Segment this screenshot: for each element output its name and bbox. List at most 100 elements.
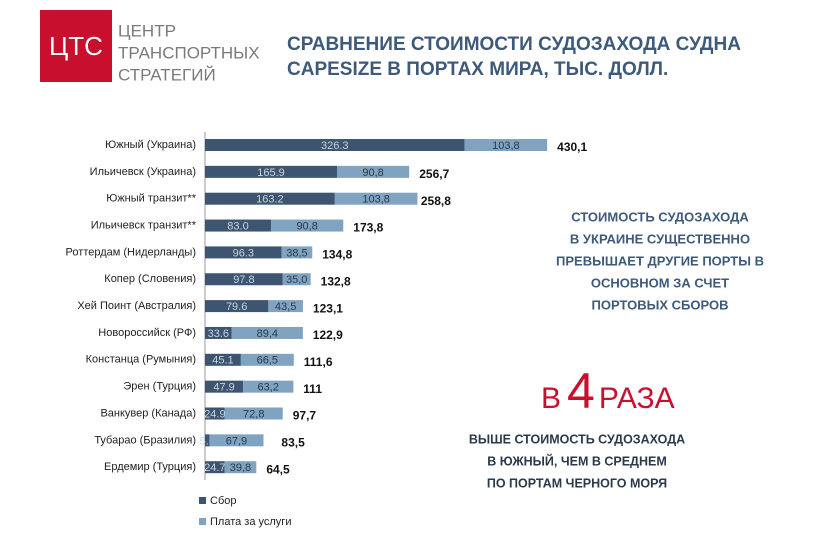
value-label: 24.7 <box>204 462 225 474</box>
total-label: 111,6 <box>304 355 333 369</box>
total-label: 64,5 <box>266 462 290 476</box>
value-label: 39,8 <box>230 462 251 474</box>
total-label: 173,8 <box>353 221 383 235</box>
category-label: Эрен (Турция) <box>123 381 196 393</box>
bar-segment <box>205 326 232 339</box>
value-label: 47.9 <box>213 382 234 394</box>
highlight: В 4 РАЗА <box>541 363 675 419</box>
value-label: 165.9 <box>257 167 285 179</box>
highlight-number: 4 <box>567 363 595 419</box>
bar-segment <box>240 353 294 366</box>
bar-segment <box>231 326 303 339</box>
value-label: 35,0 <box>286 274 307 286</box>
bar-segment <box>205 380 244 393</box>
value-label: 83.0 <box>227 220 248 232</box>
bar-segment <box>209 434 264 447</box>
category-label: Новороссийск (РФ) <box>98 327 196 339</box>
bar-segment <box>205 407 225 420</box>
logo-text: ЦЕНТР <box>118 21 176 40</box>
total-label: 122,9 <box>313 328 343 342</box>
category-label: Ердемир (Турция) <box>104 461 196 473</box>
value-label: 96.3 <box>233 247 254 259</box>
bar-segment <box>205 353 241 366</box>
bar-segment <box>205 246 282 259</box>
total-label: 430,1 <box>557 140 587 154</box>
bar-segment <box>268 300 303 313</box>
bar-segment <box>282 273 311 286</box>
value-label: 79.6 <box>226 301 247 313</box>
value-label: 43,5 <box>275 301 296 313</box>
bar-segment <box>205 461 225 474</box>
value-label: 89,4 <box>257 328 278 340</box>
value-label: 33.6 <box>208 328 229 340</box>
category-label: Южный (Украина) <box>105 139 196 151</box>
bar-segment <box>205 165 337 178</box>
chart-title: CAPESIZE В ПОРТАХ МИРА, ТЫС. ДОЛЛ. <box>287 59 668 80</box>
total-label: 97,7 <box>293 409 317 423</box>
total-label: 134,8 <box>322 248 352 262</box>
total-label: 258,8 <box>421 194 451 208</box>
bar-segment <box>243 380 294 393</box>
bar-segment <box>334 192 418 205</box>
total-label: 256,7 <box>419 167 449 181</box>
category-label: Ильичевск транзит** <box>91 219 197 231</box>
highlight-text: ВЫШЕ СТОИМОСТЬ СУДОЗАХОДА <box>469 432 685 446</box>
note: ОСНОВНОМ ЗА СЧЕТ <box>591 275 729 290</box>
bar-segment <box>224 407 283 420</box>
legend-label: Плата за услуги <box>210 516 291 528</box>
logo-mark: ЦТС <box>49 31 103 61</box>
total-label: 111 <box>303 382 322 396</box>
value-label: 90,8 <box>362 167 383 179</box>
category-label: Южный транзит** <box>106 193 197 205</box>
highlight-text: ПО ПОРТАМ ЧЕРНОГО МОРЯ <box>487 476 667 490</box>
bar-segment <box>205 434 210 447</box>
value-label: 72,8 <box>243 408 264 420</box>
highlight-text: В ЮЖНЫЙ, ЧЕМ В СРЕДНЕМ <box>487 453 666 468</box>
bar-segment <box>336 165 410 178</box>
total-label: 83,5 <box>281 436 305 450</box>
legend-swatch <box>199 518 206 525</box>
bar-segment <box>464 139 548 151</box>
logo-text: ТРАНСПОРТНЫХ <box>118 43 260 62</box>
bar-segment <box>224 461 257 474</box>
value-label: 63,2 <box>258 382 279 394</box>
value-label: 38,5 <box>286 247 307 259</box>
bar-segment <box>281 246 313 259</box>
category-label: Роттердам (Нидерланды) <box>66 246 196 258</box>
total-label: 123,1 <box>313 301 343 315</box>
chart-title: СРАВНЕНИЕ СТОИМОСТИ СУДОЗАХОДА СУДНА <box>287 34 741 55</box>
value-label: 90,8 <box>296 220 317 232</box>
logo-box <box>40 10 112 82</box>
bar-segment <box>205 273 283 286</box>
value-label: 97.8 <box>233 274 254 286</box>
category-label: Ильичевск (Украина) <box>90 166 196 178</box>
note: СТОИМОСТЬ СУДОЗАХОДА <box>571 209 749 224</box>
logo-text: СТРАТЕГИЙ <box>118 65 216 84</box>
category-label: Ванкувер (Канада) <box>100 407 196 419</box>
highlight-word: РАЗА <box>599 382 675 415</box>
note: ПРЕВЫШАЕТ ДРУГИЕ ПОРТЫ В <box>556 253 764 268</box>
category-label: Констанца (Румыния) <box>86 354 196 366</box>
value-label: 24.9 <box>204 408 225 420</box>
category-label: Копер (Словения) <box>104 273 196 285</box>
value-label: 103,8 <box>362 194 390 206</box>
bar-segment <box>205 192 335 205</box>
value-label: 67,9 <box>226 435 247 447</box>
total-label: 132,8 <box>321 274 351 288</box>
value-label: 45.1 <box>212 355 233 367</box>
note: В УКРАИНЕ СУЩЕСТВЕННО <box>570 231 750 246</box>
value-label: 326.3 <box>321 140 349 152</box>
note: ПОРТОВЫХ СБОРОВ <box>592 297 729 312</box>
bar-segment <box>205 139 465 151</box>
highlight-word: В <box>541 382 561 415</box>
bar-segment <box>205 219 272 232</box>
value-label: 66,5 <box>257 355 278 367</box>
value-label: 163.2 <box>256 194 284 206</box>
bar-segment <box>205 300 269 313</box>
legend-swatch <box>199 497 206 504</box>
legend-label: Сбор <box>210 495 236 507</box>
category-label: Хей Поинт (Австралия) <box>77 300 196 312</box>
value-label: 103,8 <box>492 140 520 152</box>
bar-segment <box>271 219 344 232</box>
